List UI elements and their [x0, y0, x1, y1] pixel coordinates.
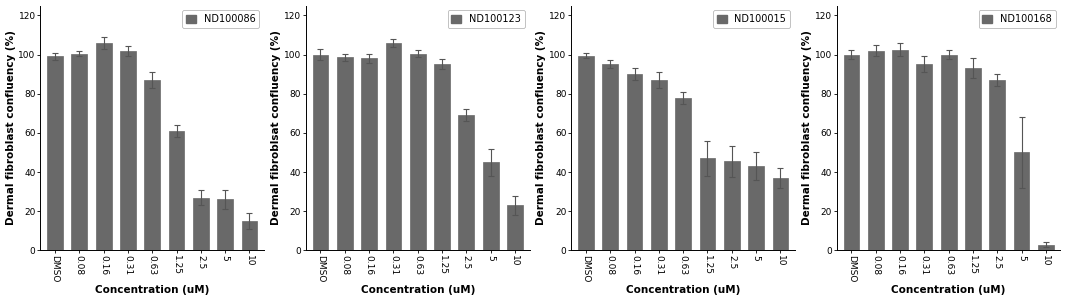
Bar	[868, 51, 884, 250]
Legend: ND100168: ND100168	[979, 11, 1055, 28]
Bar	[361, 58, 377, 250]
Bar	[242, 221, 257, 250]
Legend: ND100015: ND100015	[713, 11, 790, 28]
Bar	[773, 178, 788, 250]
Bar	[917, 64, 933, 250]
Bar	[120, 51, 135, 250]
Bar	[144, 80, 160, 250]
Y-axis label: Dermal fibroblast confluency (%): Dermal fibroblast confluency (%)	[802, 31, 812, 225]
Bar	[940, 54, 956, 250]
Bar	[843, 54, 859, 250]
Bar	[965, 68, 981, 250]
Bar	[217, 200, 233, 250]
Bar	[483, 162, 499, 250]
Bar	[71, 54, 87, 250]
Y-axis label: Dermal fibroblsat confluency (%): Dermal fibroblsat confluency (%)	[271, 31, 281, 225]
Y-axis label: Dermal fibroblast confluency (%): Dermal fibroblast confluency (%)	[5, 31, 16, 225]
Bar	[602, 64, 618, 250]
X-axis label: Concentration (uM): Concentration (uM)	[626, 285, 741, 296]
Bar	[47, 57, 63, 250]
Bar	[96, 43, 112, 250]
X-axis label: Concentration (uM): Concentration (uM)	[95, 285, 209, 296]
Bar	[312, 54, 328, 250]
Bar	[651, 80, 666, 250]
Bar	[458, 115, 474, 250]
Bar	[337, 57, 353, 250]
Bar	[193, 197, 209, 250]
Bar	[748, 166, 764, 250]
X-axis label: Concentration (uM): Concentration (uM)	[891, 285, 1006, 296]
Bar	[675, 98, 691, 250]
Bar	[699, 158, 715, 250]
Bar	[434, 64, 450, 250]
Bar	[168, 131, 184, 250]
Bar	[1014, 153, 1030, 250]
Bar	[578, 55, 594, 250]
Bar	[724, 161, 740, 250]
Bar	[627, 74, 643, 250]
X-axis label: Concentration (uM): Concentration (uM)	[360, 285, 474, 296]
Bar	[989, 80, 1005, 250]
Bar	[892, 50, 908, 250]
Y-axis label: Dermal fibroblast confluency (%): Dermal fibroblast confluency (%)	[536, 31, 547, 225]
Bar	[1038, 244, 1054, 250]
Legend: ND100123: ND100123	[448, 11, 524, 28]
Bar	[507, 205, 522, 250]
Bar	[409, 54, 425, 250]
Bar	[386, 43, 401, 250]
Legend: ND100086: ND100086	[182, 11, 259, 28]
